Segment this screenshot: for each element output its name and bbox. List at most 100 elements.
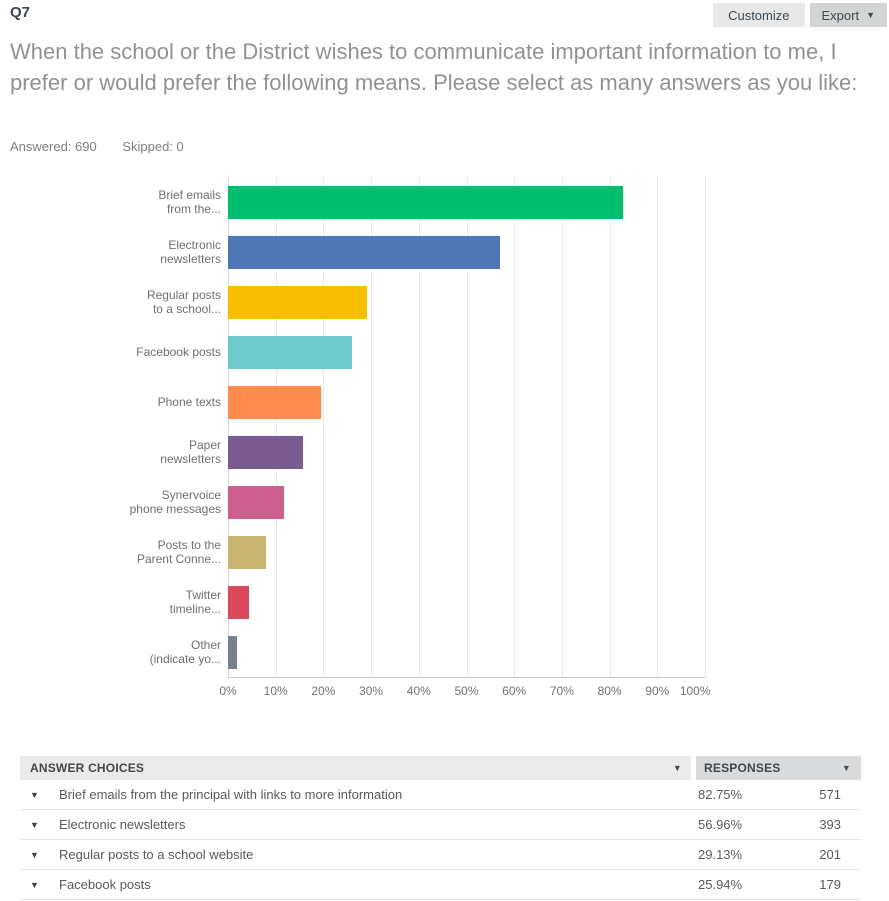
sort-icon[interactable]: ▼ [841, 763, 851, 773]
bar[interactable] [228, 235, 500, 269]
gridline [657, 177, 659, 677]
gridline [705, 177, 706, 677]
gridline [561, 177, 563, 677]
category-label: Twitter timeline... [169, 588, 221, 616]
x-tick-label: 80% [597, 684, 622, 698]
category-label: Other (indicate yo... [149, 638, 221, 666]
category-label: Synervoice phone messages [129, 488, 221, 516]
chart-row: Synervoice phone messages [10, 477, 710, 527]
customize-button[interactable]: Customize [713, 3, 805, 27]
bar-track [228, 585, 705, 619]
table-row: ▼ Brief emails from the principal with li… [20, 780, 861, 810]
chart-row: Phone texts [10, 377, 710, 427]
response-percent: 82.75% [698, 787, 743, 802]
gridline [466, 177, 468, 677]
x-tick-label: 90% [645, 684, 670, 698]
bar-track [228, 285, 705, 319]
response-count: 571 [819, 787, 841, 802]
category-label: Regular posts to a school... [146, 288, 221, 316]
response-percent: 56.96% [698, 817, 743, 832]
x-tick-label: 70% [549, 684, 574, 698]
bar[interactable] [228, 335, 352, 369]
answered-count: Answered: 690 [10, 139, 97, 154]
bar-track [228, 485, 705, 519]
chart-row: Other (indicate yo... [10, 627, 710, 677]
response-count: 393 [819, 817, 841, 832]
gridline [275, 177, 277, 677]
answer-choice-label: Regular posts to a school website [59, 847, 254, 862]
category-label: Electronic newsletters [160, 238, 221, 266]
row-expand-icon[interactable]: ▼ [30, 819, 39, 830]
answer-choice-label: Facebook posts [59, 877, 151, 892]
column-header-answer-choices[interactable]: ANSWER CHOICES ▼ [20, 756, 691, 780]
header-gap [691, 756, 696, 780]
bar[interactable] [228, 385, 322, 419]
x-tick-label: 60% [502, 684, 527, 698]
bar[interactable] [228, 435, 304, 469]
table-row: ▼ Electronic newsletters 56.96% 393 [20, 810, 861, 840]
gridline [371, 177, 373, 677]
category-label: Posts to the Parent Conne... [136, 538, 221, 566]
responses-label: RESPONSES [704, 761, 781, 775]
answer-choices-label: ANSWER CHOICES [30, 761, 145, 775]
bar-chart: Brief emails from the... Electronic newslet… [10, 177, 711, 701]
answer-choice-label: Brief emails from the principal with lin… [59, 787, 403, 802]
bar-track [228, 185, 705, 219]
export-button-label: Export [821, 7, 860, 23]
x-tick-label: 30% [359, 684, 384, 698]
chart-row: Posts to the Parent Conne... [10, 527, 710, 577]
bar-track [228, 235, 705, 269]
bar[interactable] [228, 485, 285, 519]
plot-area: Brief emails from the... Electronic newslet… [10, 177, 710, 678]
bar-track [228, 335, 705, 369]
category-label: Phone texts [157, 395, 221, 409]
bar-track [228, 635, 705, 669]
gridline [609, 177, 611, 677]
chart-row: Facebook posts [10, 327, 710, 377]
gridlines [228, 177, 706, 678]
export-button[interactable]: Export ▼ [809, 3, 887, 27]
response-count: 179 [819, 877, 841, 892]
gridline [514, 177, 516, 677]
results-table: ANSWER CHOICES ▼ RESPONSES ▼ ▼ Brief emai… [20, 756, 861, 900]
gridline [228, 177, 229, 677]
question-text: When the school or the District wishes t… [10, 39, 858, 95]
gridline [323, 177, 325, 677]
bar[interactable] [228, 285, 367, 319]
toolbar: Customize Export ▼ [713, 3, 887, 27]
bar-track [228, 385, 705, 419]
table-row: ▼ Regular posts to a school website 29.13%… [20, 840, 861, 870]
bar[interactable] [228, 535, 266, 569]
bar[interactable] [228, 185, 623, 219]
row-expand-icon[interactable]: ▼ [30, 879, 39, 890]
category-label: Paper newsletters [160, 438, 221, 466]
bar[interactable] [228, 585, 249, 619]
chart-row: Regular posts to a school... [10, 277, 710, 327]
question-number: Q7 [10, 4, 31, 21]
category-label: Brief emails from the... [158, 188, 221, 216]
response-percent: 29.13% [698, 847, 743, 862]
bar-track [228, 535, 705, 569]
x-axis: 0% 10% 20% 30% 40% 50% 60% 70% 80% 90% 100% [219, 677, 710, 701]
x-tick-label: 10% [263, 684, 288, 698]
x-tick-label: 100% [679, 684, 711, 698]
bar-track [228, 435, 705, 469]
response-percent: 25.94% [698, 877, 743, 892]
column-header-responses[interactable]: RESPONSES ▼ [696, 756, 861, 780]
chart-row: Twitter timeline... [10, 577, 710, 627]
x-tick-label: 20% [311, 684, 336, 698]
chevron-down-icon: ▼ [866, 10, 875, 20]
row-expand-icon[interactable]: ▼ [30, 789, 39, 800]
sort-icon[interactable]: ▼ [672, 763, 682, 773]
chart-row: Electronic newsletters [10, 227, 710, 277]
x-tick-label: 40% [406, 684, 431, 698]
answer-choice-label: Electronic newsletters [59, 817, 186, 832]
gridline [418, 177, 420, 677]
chart-row: Brief emails from the... [10, 177, 710, 227]
table-row: ▼ Facebook posts 25.94% 179 [20, 870, 861, 900]
bar[interactable] [228, 635, 237, 669]
row-expand-icon[interactable]: ▼ [30, 849, 39, 860]
table-header: ANSWER CHOICES ▼ RESPONSES ▼ [20, 756, 861, 780]
category-label: Facebook posts [136, 345, 221, 359]
response-stats: Answered: 690 Skipped: 0 [10, 139, 206, 154]
